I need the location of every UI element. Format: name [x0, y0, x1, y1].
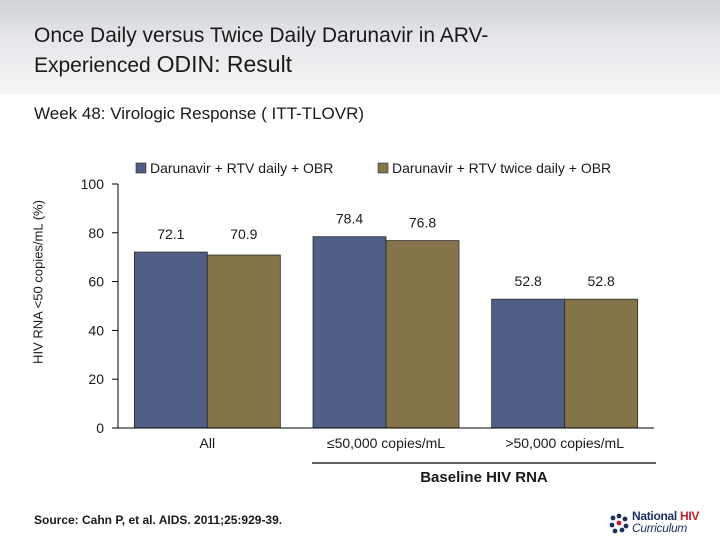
data-label: 70.9	[230, 226, 257, 242]
bar	[206, 254, 281, 429]
x-tick-label: ≤50,000 copies/mL	[327, 435, 445, 451]
title-line-1: Once Daily versus Twice Daily Darunavir …	[34, 24, 489, 47]
y-tick-label: 100	[81, 176, 105, 192]
chart-subtitle: Week 48: Virologic Response ( ITT-TLOVR)	[34, 104, 365, 123]
logo-word-national: National	[632, 509, 677, 523]
bar	[564, 298, 639, 429]
logo-word-hiv: HIV	[680, 509, 700, 523]
y-tick-label: 20	[88, 371, 104, 387]
logo-text: National HIV Curriculum	[632, 510, 699, 534]
bar	[133, 251, 208, 429]
national-hiv-curriculum-logo: National HIV Curriculum	[606, 509, 716, 539]
legend-swatch	[135, 162, 147, 174]
legend-label: Darunavir + RTV twice daily + OBR	[392, 160, 611, 176]
bar	[385, 240, 460, 429]
bar	[491, 298, 566, 429]
x-tick-label: All	[200, 435, 216, 451]
legend-swatch	[377, 162, 389, 174]
y-tick-label: 0	[96, 420, 104, 436]
legend-label: Darunavir + RTV daily + OBR	[150, 160, 333, 176]
source-citation: Source: Cahn P, et al. AIDS. 2011;25:929…	[34, 513, 283, 527]
page-title: Once Daily versus Twice Daily Darunavir …	[34, 22, 694, 80]
y-tick-label: 40	[88, 322, 104, 338]
header-banner: Once Daily versus Twice Daily Darunavir …	[0, 0, 720, 94]
x-axis-title: Baseline HIV RNA	[420, 469, 548, 486]
data-label: 76.8	[409, 215, 436, 231]
title-line-2-a: Experienced	[34, 54, 151, 77]
data-label: 72.1	[157, 226, 184, 242]
y-tick-label: 60	[88, 274, 104, 290]
logo-dots-icon	[609, 513, 629, 534]
logo-word-curriculum: Curriculum	[632, 521, 688, 535]
title-line-2-b: ODIN: Result	[156, 51, 293, 77]
bar	[312, 236, 387, 429]
title-line-2: Experienced ODIN: Result	[34, 50, 694, 80]
y-tick-label: 80	[88, 225, 104, 241]
x-tick-label: >50,000 copies/mL	[505, 435, 624, 451]
data-label: 52.8	[515, 273, 542, 289]
data-label: 78.4	[336, 211, 363, 227]
data-label: 52.8	[588, 273, 615, 289]
